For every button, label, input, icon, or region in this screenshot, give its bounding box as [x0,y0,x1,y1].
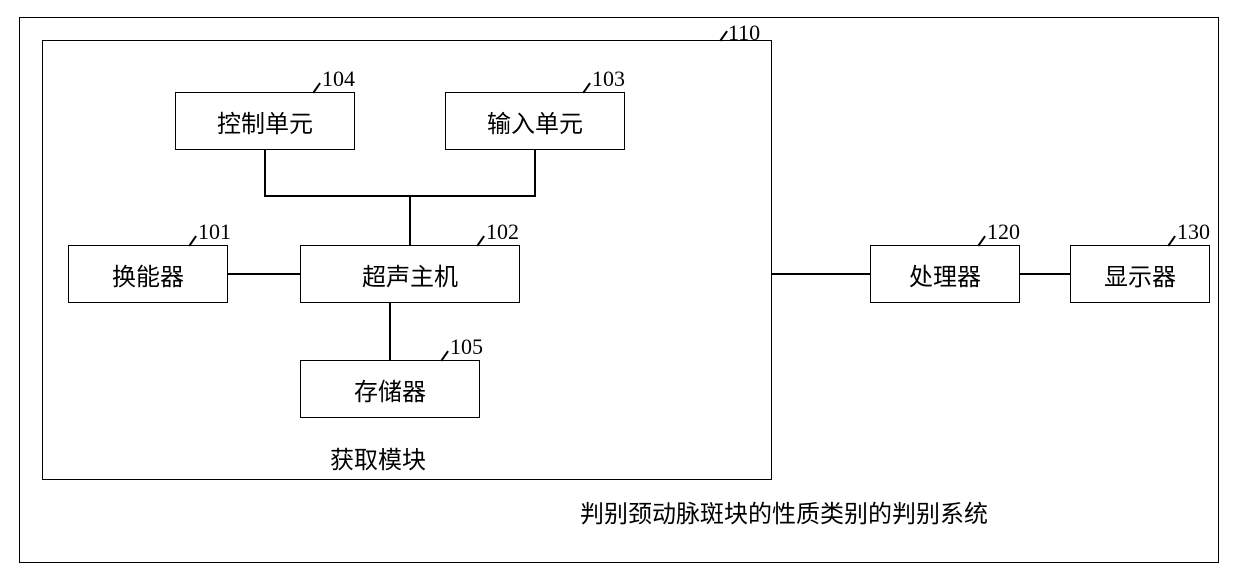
label-module: 获取模块 [330,440,426,475]
edge-module-processor [772,273,870,275]
node-display-label: 显示器 [1104,257,1176,292]
node-transducer-label: 换能器 [112,257,184,292]
node-host: 超声主机 [300,245,520,303]
ref-host: 102 [486,219,519,245]
ref-module: 110 [728,20,760,46]
label-system-caption: 判别颈动脉斑块的性质类别的判别系统 [580,494,988,529]
node-input: 输入单元 [445,92,625,150]
node-transducer: 换能器 [68,245,228,303]
edge-input-v [534,150,536,196]
ref-display: 130 [1177,219,1210,245]
node-control: 控制单元 [175,92,355,150]
node-processor-label: 处理器 [909,257,981,292]
ref-memory: 105 [450,334,483,360]
ref-transducer: 101 [198,219,231,245]
node-memory-label: 存储器 [354,372,426,407]
edge-host-memory [389,303,391,360]
node-control-label: 控制单元 [217,104,313,139]
node-processor: 处理器 [870,245,1020,303]
node-host-label: 超声主机 [362,257,458,292]
edge-bus-to-host [409,195,411,245]
edge-transducer-host [228,273,300,275]
node-memory: 存储器 [300,360,480,418]
edge-control-v [264,150,266,196]
node-display: 显示器 [1070,245,1210,303]
edge-processor-display [1020,273,1070,275]
ref-control: 104 [322,66,355,92]
diagram-canvas: 110 获取模块 判别颈动脉斑块的性质类别的判别系统 控制单元 104 输入单元… [0,0,1240,578]
edge-bus-h [264,195,536,197]
ref-input: 103 [592,66,625,92]
ref-processor: 120 [987,219,1020,245]
node-input-label: 输入单元 [487,104,583,139]
